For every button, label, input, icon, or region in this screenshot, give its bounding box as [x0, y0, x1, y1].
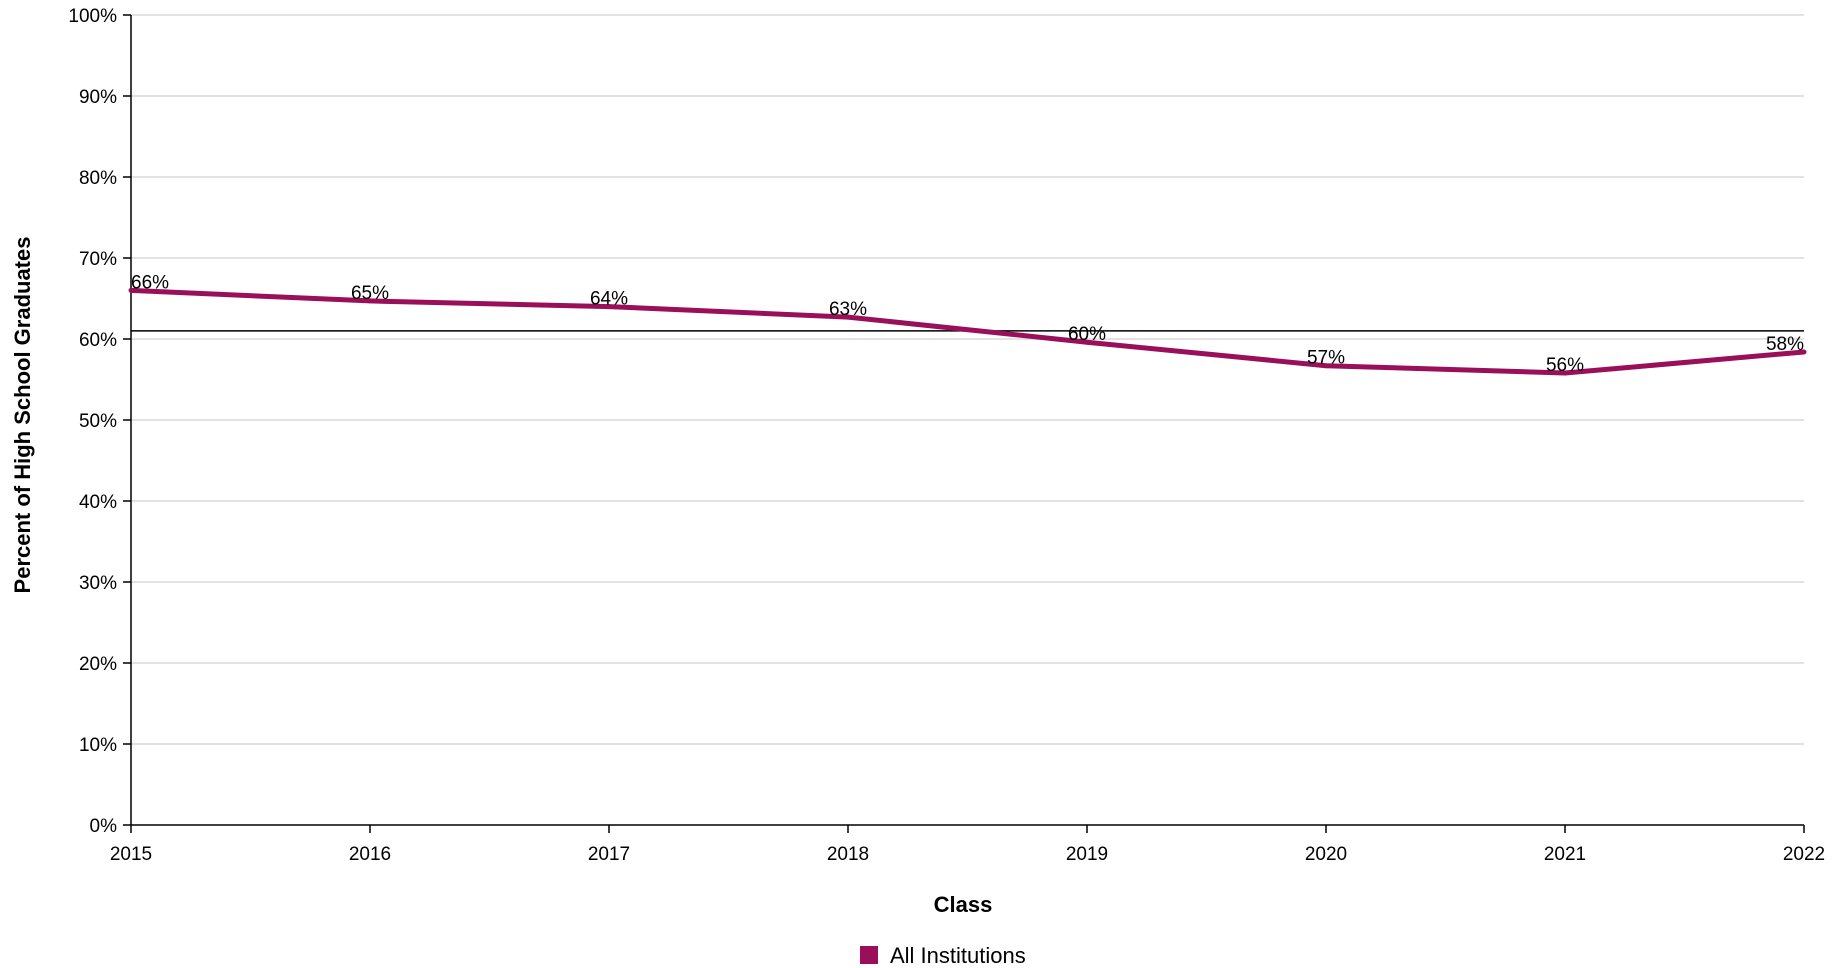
y-tick-label: 70% [79, 249, 117, 270]
gridlines [131, 14, 1804, 745]
data-label: 63% [829, 299, 867, 320]
series-line [130, 287, 1805, 376]
legend-label: All Institutions [890, 943, 1026, 968]
y-tick-label: 100% [68, 6, 117, 27]
y-tick-label: 50% [79, 411, 117, 432]
y-tick-label: 40% [79, 492, 117, 513]
x-tick-label: 2015 [110, 844, 152, 865]
data-point [1562, 370, 1568, 376]
data-point [1084, 339, 1090, 345]
x-tick-label: 2018 [827, 844, 869, 865]
data-label: 64% [590, 289, 628, 310]
data-point [845, 314, 851, 320]
series-group [128, 287, 1807, 376]
y-tick-label: 80% [79, 168, 117, 189]
y-tick-label: 30% [79, 573, 117, 594]
data-point [367, 298, 373, 304]
data-labels: 66% 65% 64% 63% 60% 57% 56% 58% [131, 272, 1804, 376]
y-tick-label: 90% [79, 87, 117, 108]
x-tick-label: 2021 [1544, 844, 1586, 865]
data-label: 66% [131, 272, 169, 293]
y-tick-label: 0% [90, 816, 118, 837]
data-point [128, 287, 134, 293]
x-tick-label: 2016 [349, 844, 391, 865]
data-label: 56% [1546, 355, 1584, 376]
data-label: 57% [1307, 348, 1345, 369]
x-axis-title: Class [934, 892, 993, 917]
data-label: 60% [1068, 324, 1106, 345]
data-point [1801, 349, 1807, 355]
legend: All Institutions [860, 943, 1026, 968]
data-point [606, 304, 612, 310]
x-tick-label: 2017 [588, 844, 630, 865]
y-axis-ticks: 0% 10% 20% 30% 40% 50% 60% 70% 80% 90% 100% [68, 6, 131, 837]
data-label: 65% [351, 283, 389, 304]
y-tick-label: 20% [79, 654, 117, 675]
y-tick-label: 60% [79, 330, 117, 351]
data-point [1323, 363, 1329, 369]
x-tick-label: 2020 [1305, 844, 1347, 865]
data-label: 58% [1766, 334, 1804, 355]
x-tick-label: 2019 [1066, 844, 1108, 865]
x-tick-label: 2022 [1783, 844, 1825, 865]
y-axis-title: Percent of High School Graduates [10, 237, 35, 594]
legend-swatch [860, 946, 878, 964]
x-axis-ticks: 2015 2016 2017 2018 2019 2020 2021 2022 [110, 825, 1825, 865]
y-tick-label: 10% [79, 735, 117, 756]
